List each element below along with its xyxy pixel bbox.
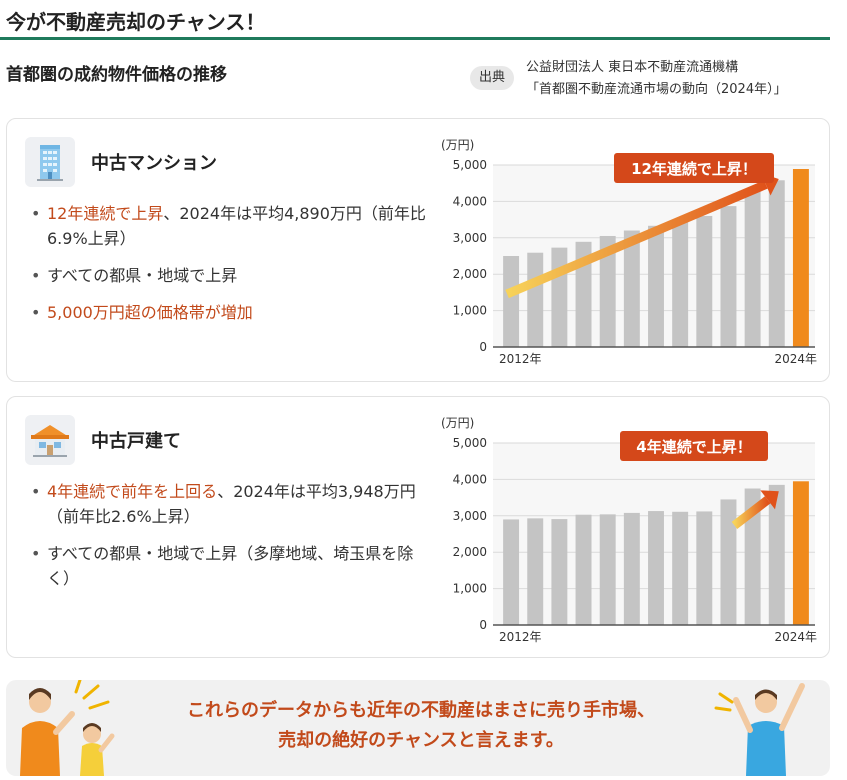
bar (696, 215, 713, 347)
y-tick-label: 1,000 (453, 304, 487, 318)
bullet-list: 12年連続で上昇、2024年は平均4,890万円（前年比6.9%上昇） すべての… (29, 201, 429, 337)
trend-arrow-shaft (731, 496, 771, 529)
x-tick-label-start: 2012年 (499, 352, 542, 366)
callout-box (620, 431, 768, 461)
bar-chart: (万円) 0 1,000 2,000 3,000 4,000 5,000 2012年 2024年… (441, 138, 817, 366)
bar (768, 180, 785, 347)
page-title: 今が不動産売却のチャンス！ (6, 10, 266, 34)
card-mansion: 中古マンション 12年連続で上昇、2024年は平均4,890万円（前年比6.9%… (6, 118, 830, 382)
x-tick-label-end: 2024年 (774, 630, 817, 644)
y-axis-unit: (万円) (441, 416, 474, 430)
chart-mansion: (万円) 0 1,000 2,000 3,000 4,000 5,000 2012年 2024年… (427, 129, 827, 369)
list-item: すべての都県・地域で上昇（多摩地域、埼玉県を除く） (29, 541, 429, 591)
bar-chart: (万円) 0 1,000 2,000 3,000 4,000 5,000 2012年 2024年… (441, 416, 817, 644)
page-header: 今が不動産売却のチャンス！ (0, 0, 830, 40)
bar (551, 247, 568, 347)
y-tick-label: 0 (479, 618, 487, 632)
bar (792, 481, 809, 625)
house-icon (25, 415, 75, 465)
bar (575, 514, 592, 625)
y-tick-label: 2,000 (453, 267, 487, 281)
y-tick-label: 3,000 (453, 509, 487, 523)
list-item: 4年連続で前年を上回る、2024年は平均3,948万円（前年比2.6%上昇） (29, 479, 429, 529)
card-title: 中古マンション (91, 153, 217, 174)
source-line-1: 公益財団法人 東日本不動産流通機構 (526, 60, 739, 75)
bar (768, 484, 785, 625)
building-icon (25, 137, 75, 187)
callout-box (614, 153, 774, 183)
bar (599, 235, 616, 347)
bar (720, 499, 737, 625)
list-item: 5,000万円超の価格帯が増加 (29, 300, 429, 325)
card-title: 中古戸建て (91, 431, 181, 452)
bar (672, 511, 689, 625)
trend-arrow-shaft (505, 180, 768, 299)
conclusion-message: これらのデータからも近年の不動産はまさに売り手市場、 売却の絶好のチャンスと言え… (156, 696, 686, 756)
person-illustration (714, 683, 805, 776)
y-tick-label: 2,000 (453, 545, 487, 559)
section-subtitle: 首都圏の成約物件価格の推移 (6, 65, 227, 85)
bar (792, 169, 809, 347)
bar (648, 511, 664, 625)
bar (503, 256, 520, 347)
list-item: すべての都県・地域で上昇 (29, 263, 429, 288)
message-line-2: 売却の絶好のチャンスと言えます。 (278, 730, 564, 751)
bar (527, 518, 544, 625)
bar (744, 191, 761, 347)
bar (599, 514, 616, 625)
y-tick-label: 5,000 (453, 158, 487, 172)
bar (623, 230, 640, 347)
bar (744, 488, 761, 625)
card-house: 中古戸建て 4年連続で前年を上回る、2024年は平均3,948万円（前年比2.6… (6, 396, 830, 658)
bar (720, 206, 737, 347)
x-tick-label-start: 2012年 (499, 630, 542, 644)
bar (672, 221, 689, 347)
y-axis-unit: (万円) (441, 138, 474, 152)
source-line-2: 「首都圏不動産流通市場の動向（2024年）」 (526, 82, 787, 97)
chart-house: (万円) 0 1,000 2,000 3,000 4,000 5,000 2012年 2024年… (427, 407, 827, 647)
y-tick-label: 3,000 (453, 231, 487, 245)
bottom-banner: これらのデータからも近年の不動産はまさに売り手市場、 売却の絶好のチャンスと言え… (6, 680, 830, 776)
x-tick-label-end: 2024年 (774, 352, 817, 366)
y-tick-label: 5,000 (453, 436, 487, 450)
y-tick-label: 0 (479, 340, 487, 354)
callout-label: 4年連続で上昇！ (636, 438, 751, 456)
callout-label: 12年連続で上昇！ (631, 160, 757, 178)
bullet-list: 4年連続で前年を上回る、2024年は平均3,948万円（前年比2.6%上昇） す… (29, 479, 429, 603)
y-tick-label: 4,000 (453, 194, 487, 208)
bar (648, 225, 664, 347)
source-badge: 出典 (470, 66, 514, 90)
bar (696, 511, 713, 625)
family-illustration (20, 680, 115, 776)
bar (551, 519, 568, 625)
message-line-1: これらのデータからも近年の不動産はまさに売り手市場、 (187, 700, 655, 721)
bar (503, 519, 520, 625)
list-item: 12年連続で上昇、2024年は平均4,890万円（前年比6.9%上昇） (29, 201, 429, 251)
bar (527, 252, 544, 347)
trend-arrow-head (760, 490, 779, 510)
y-tick-label: 4,000 (453, 472, 487, 486)
y-tick-label: 1,000 (453, 582, 487, 596)
bar (623, 512, 640, 625)
